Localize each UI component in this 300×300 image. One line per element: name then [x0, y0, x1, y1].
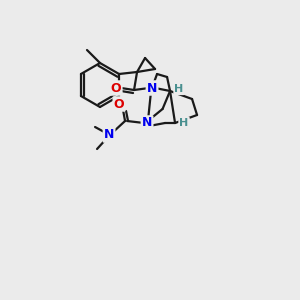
Text: O: O [111, 82, 122, 94]
Text: N: N [142, 116, 152, 130]
Text: N: N [104, 128, 114, 142]
Text: H: H [179, 118, 189, 128]
Text: N: N [147, 82, 157, 94]
Text: H: H [174, 84, 184, 94]
Text: O: O [114, 98, 124, 110]
